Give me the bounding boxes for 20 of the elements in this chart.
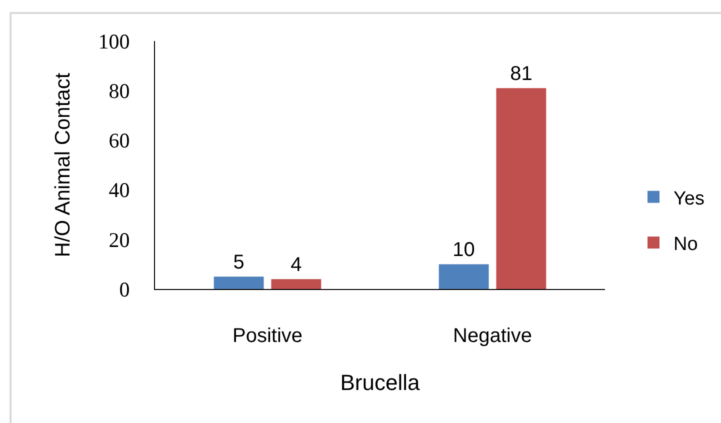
y-axis-title: H/O Animal Contact	[51, 72, 74, 258]
x-tick-label: Negative	[453, 325, 532, 347]
y-tick-label: 80	[108, 78, 130, 103]
bar	[496, 88, 546, 289]
y-tick-label: 100	[98, 29, 130, 54]
legend-label: Yes	[673, 188, 704, 210]
y-tick-label: 60	[108, 128, 130, 153]
data-label: 81	[510, 63, 532, 86]
legend-label: No	[673, 234, 698, 255]
bar	[214, 276, 264, 289]
data-label: 4	[290, 254, 302, 276]
data-label: 5	[233, 252, 244, 274]
bar	[438, 264, 489, 289]
y-tick-label: 20	[108, 228, 130, 252]
data-label: 10	[452, 239, 475, 262]
y-tick-label: 40	[108, 178, 130, 202]
x-axis-title: Brucella	[340, 370, 421, 395]
y-tick-label: 0	[119, 277, 130, 302]
bar	[271, 279, 322, 289]
x-tick-label: Positive	[232, 325, 303, 347]
